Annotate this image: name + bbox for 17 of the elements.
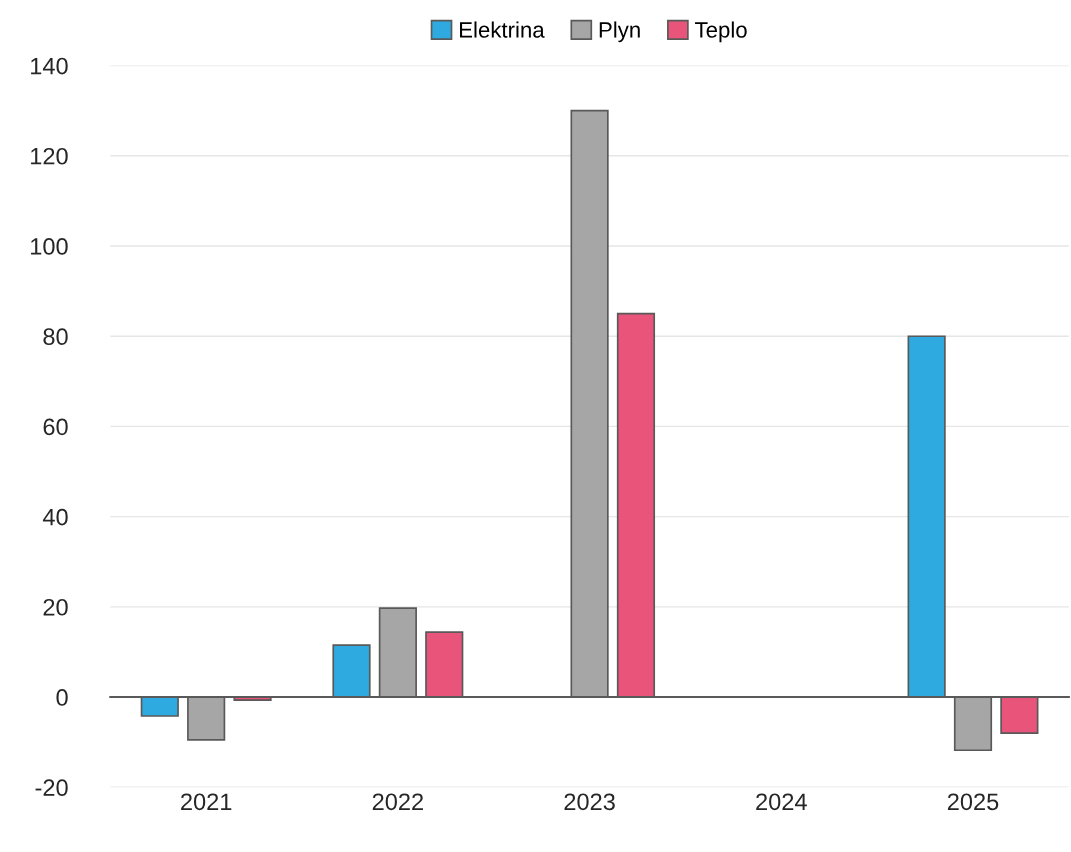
x-tick-label: 2024 xyxy=(756,793,807,811)
y-tick-label: 60 xyxy=(43,418,68,436)
y-tick-label: 100 xyxy=(31,238,68,255)
x-tick-label: 2022 xyxy=(372,793,423,811)
legend-label: Elektrina xyxy=(460,21,545,38)
x-tick-label: 2025 xyxy=(947,793,999,811)
y-tick-label: 80 xyxy=(43,328,68,346)
y-tick-label: 20 xyxy=(43,598,68,616)
y-tick-label: 140 xyxy=(31,57,68,75)
y-tick-label: -20 xyxy=(35,779,68,797)
y-tick-label: 120 xyxy=(31,147,68,165)
legend-label: Plyn xyxy=(599,21,640,43)
legend-label: Teplo xyxy=(695,21,747,43)
x-tick-label: 2021 xyxy=(181,793,232,811)
y-tick-label: 0 xyxy=(56,689,68,706)
x-tick-label: 2023 xyxy=(564,793,615,811)
y-tick-label: 40 xyxy=(42,508,68,526)
